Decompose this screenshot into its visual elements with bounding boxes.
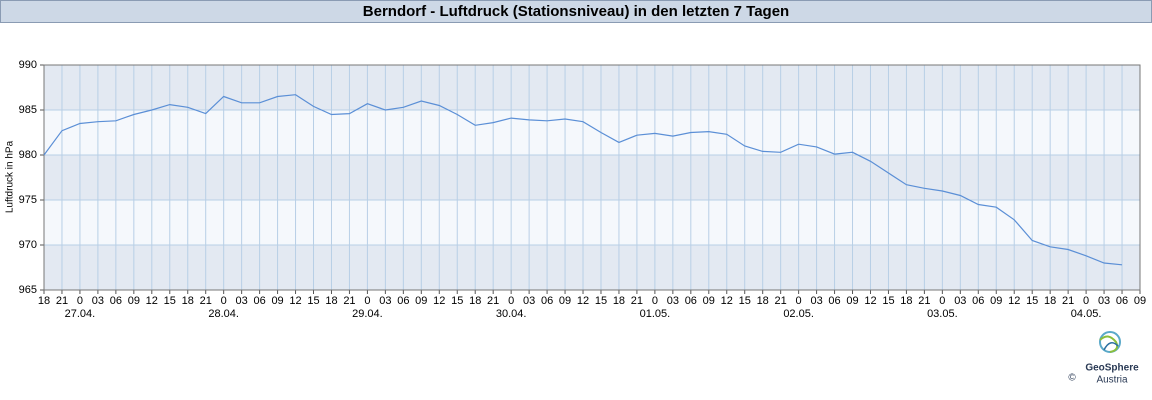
logo: GeoSphere Austria © xyxy=(1068,331,1139,386)
band xyxy=(44,155,1140,200)
x-tick-label: 21 xyxy=(56,295,68,307)
x-tick-label: 12 xyxy=(577,295,589,307)
x-tick-label: 03 xyxy=(92,295,104,307)
x-tick-label: 06 xyxy=(110,295,122,307)
x-tick-label: 18 xyxy=(1044,295,1056,307)
y-tick-label: 980 xyxy=(19,149,37,161)
x-tick-label: 18 xyxy=(325,295,337,307)
x-tick-label: 06 xyxy=(397,295,409,307)
date-label: 27.04. xyxy=(65,308,96,320)
date-label: 01.05. xyxy=(640,308,671,320)
x-tick-label: 0 xyxy=(364,295,370,307)
date-label: 29.04. xyxy=(352,308,383,320)
x-tick-label: 18 xyxy=(757,295,769,307)
plot-frame xyxy=(43,64,1141,291)
x-tick-label: 12 xyxy=(433,295,445,307)
x-tick-label: 0 xyxy=(652,295,658,307)
x-tick-label: 15 xyxy=(595,295,607,307)
date-label: 02.05. xyxy=(783,308,814,320)
x-tick-label: 21 xyxy=(343,295,355,307)
x-tick-label: 03 xyxy=(1098,295,1110,307)
logo-subtitle: Austria xyxy=(1096,375,1128,386)
band xyxy=(44,65,1140,110)
x-tick-label: 21 xyxy=(631,295,643,307)
x-tick-label: 18 xyxy=(613,295,625,307)
x-tick-label: 03 xyxy=(954,295,966,307)
x-tick-label: 0 xyxy=(796,295,802,307)
x-tick-label: 21 xyxy=(775,295,787,307)
band xyxy=(44,245,1140,290)
y-tick-label: 990 xyxy=(19,59,37,71)
x-tick-label: 09 xyxy=(271,295,283,307)
x-tick-label: 18 xyxy=(469,295,481,307)
x-tick-label: 0 xyxy=(77,295,83,307)
x-tick-label: 12 xyxy=(864,295,876,307)
date-label: 04.05. xyxy=(1071,308,1102,320)
x-tick-label: 06 xyxy=(253,295,265,307)
logo-icon xyxy=(1103,342,1119,351)
x-tick-label: 03 xyxy=(667,295,679,307)
x-tick-label: 18 xyxy=(38,295,50,307)
x-tick-label: 12 xyxy=(289,295,301,307)
y-axis-label: Luftdruck in hPa xyxy=(5,140,16,213)
x-tick-label: 21 xyxy=(1062,295,1074,307)
x-tick-label: 15 xyxy=(739,295,751,307)
x-tick-label: 06 xyxy=(685,295,697,307)
date-label: 03.05. xyxy=(927,308,958,320)
x-tick-label: 18 xyxy=(900,295,912,307)
y-tick-label: 965 xyxy=(19,284,37,296)
x-tick-label: 06 xyxy=(541,295,553,307)
logo-icon xyxy=(1099,335,1119,353)
date-label: 28.04. xyxy=(208,308,239,320)
x-tick-label: 12 xyxy=(721,295,733,307)
x-tick-label: 15 xyxy=(882,295,894,307)
x-tick-label: 15 xyxy=(1026,295,1038,307)
copyright: © xyxy=(1068,373,1076,384)
plot-area: 18 21 027.04.03 06 09 12 15 18 21 028.04.03 06 09 12… xyxy=(19,59,1146,320)
x-tick-label: 09 xyxy=(1134,295,1146,307)
y-tick-label: 985 xyxy=(19,104,37,116)
x-tick-label: 0 xyxy=(1083,295,1089,307)
x-tick-label: 12 xyxy=(1008,295,1020,307)
x-tick-label: 03 xyxy=(236,295,248,307)
x-tick-label: 06 xyxy=(828,295,840,307)
x-tick-label: 18 xyxy=(182,295,194,307)
x-tick-label: 09 xyxy=(846,295,858,307)
x-tick-label: 09 xyxy=(415,295,427,307)
x-tick-label: 15 xyxy=(307,295,319,307)
date-label: 30.04. xyxy=(496,308,527,320)
x-tick-label: 15 xyxy=(164,295,176,307)
x-tick-label: 12 xyxy=(146,295,158,307)
pressure-line xyxy=(43,94,1123,266)
x-tick-label: 21 xyxy=(918,295,930,307)
x-tick-label: 09 xyxy=(128,295,140,307)
x-tick-label: 09 xyxy=(703,295,715,307)
chart-title: Berndorf - Luftdruck (Stationsniveau) in… xyxy=(363,3,789,20)
x-tick-label: 0 xyxy=(508,295,514,307)
y-tick-label: 970 xyxy=(19,239,37,251)
x-tick-label: 03 xyxy=(810,295,822,307)
x-tick-label: 09 xyxy=(990,295,1002,307)
x-tick-label: 06 xyxy=(1116,295,1128,307)
x-tick-label: 0 xyxy=(939,295,945,307)
x-tick-label: 03 xyxy=(379,295,391,307)
x-tick-label: 03 xyxy=(523,295,535,307)
x-tick-label: 15 xyxy=(451,295,463,307)
x-tick-label: 0 xyxy=(221,295,227,307)
logo-name: GeoSphere xyxy=(1085,363,1139,374)
x-tick-label: 06 xyxy=(972,295,984,307)
x-tick-label: 09 xyxy=(559,295,571,307)
y-tick-label: 975 xyxy=(19,194,37,206)
x-tick-label: 21 xyxy=(487,295,499,307)
x-tick-label: 21 xyxy=(200,295,212,307)
